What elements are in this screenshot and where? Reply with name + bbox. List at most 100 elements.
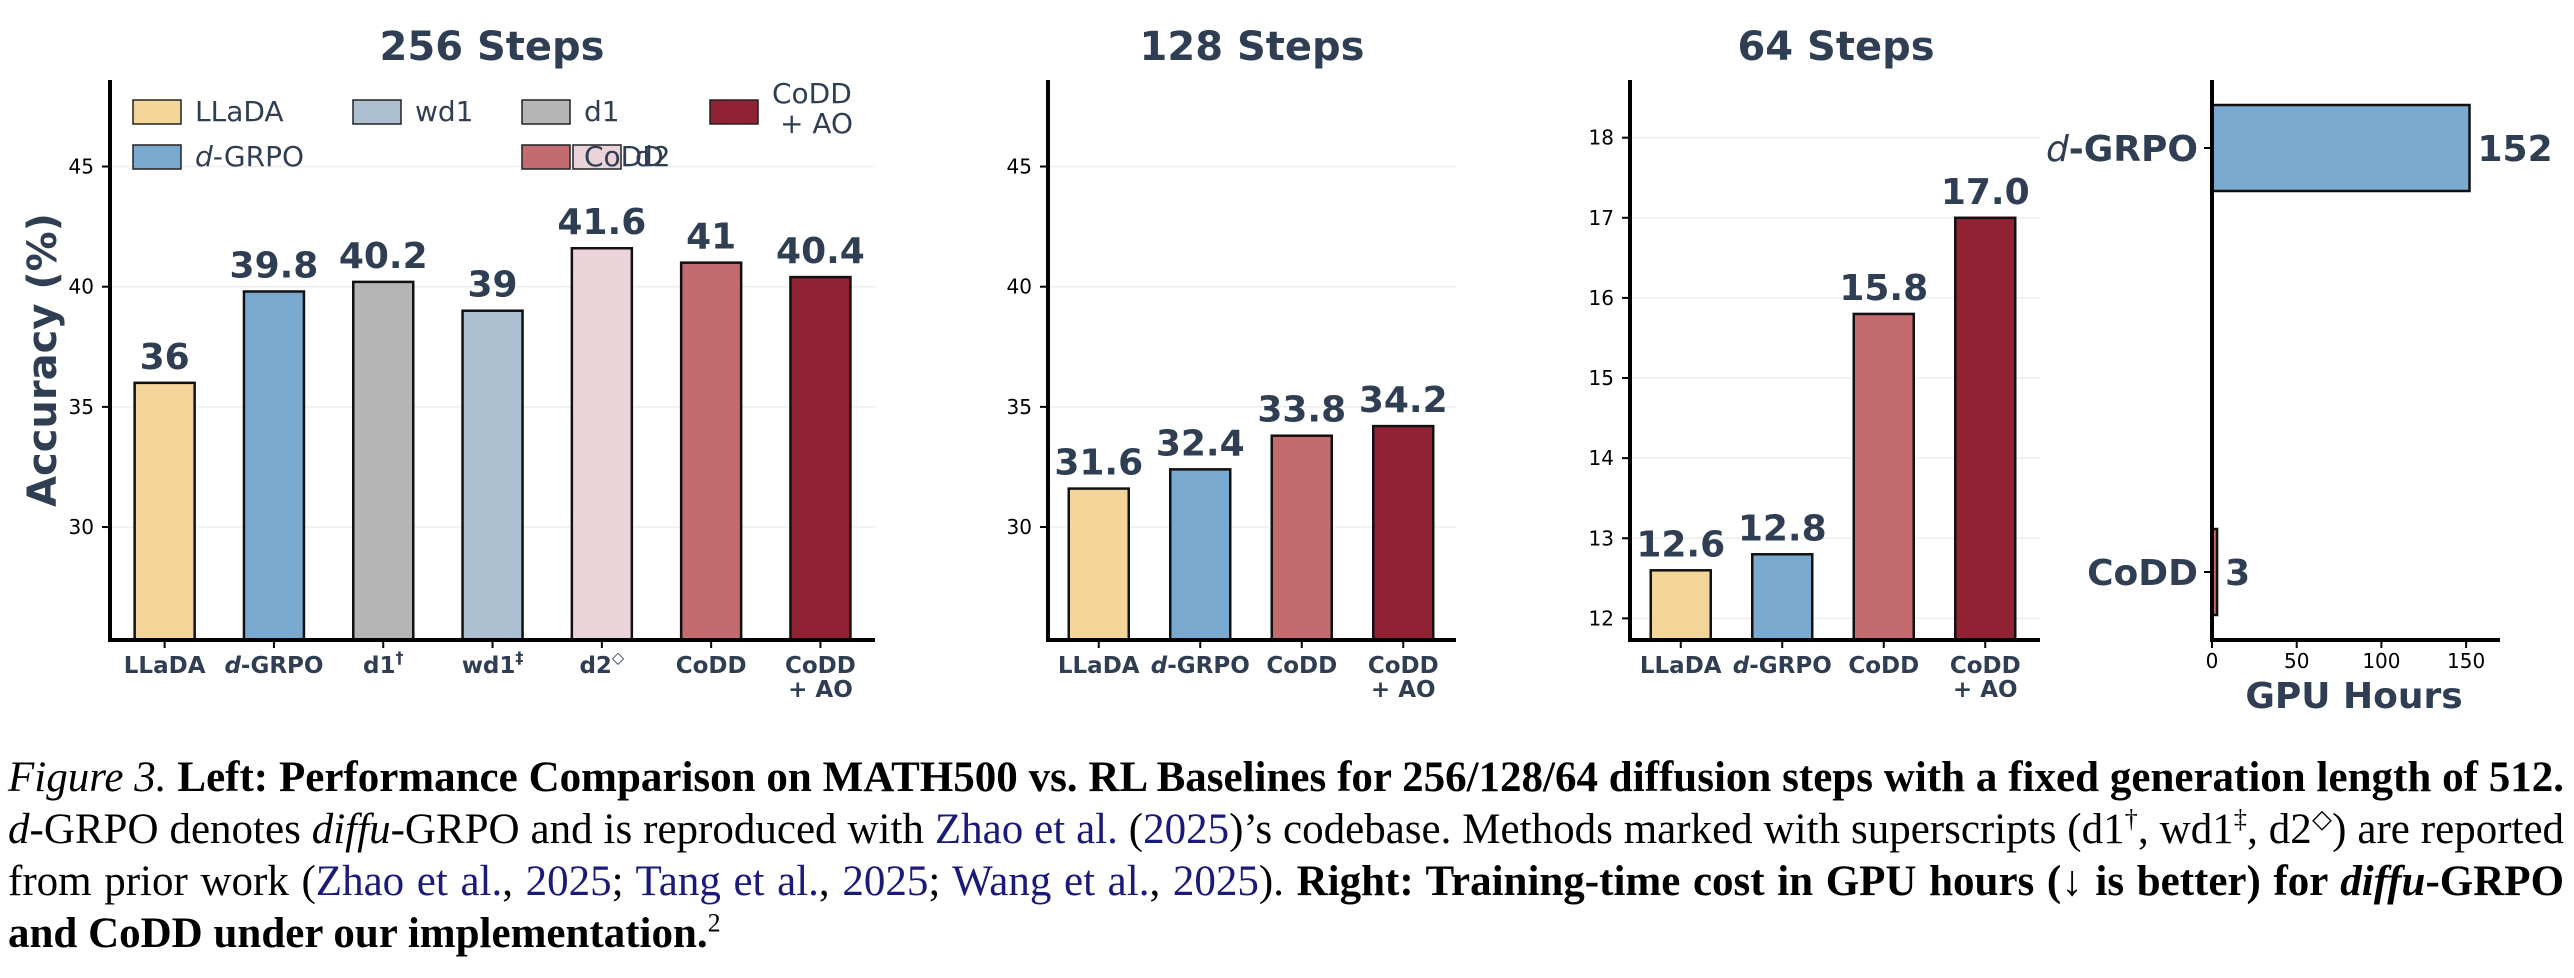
bar bbox=[1067, 487, 1130, 642]
x-tick-label: d1† bbox=[363, 648, 403, 679]
double-dagger-mark: ‡ bbox=[2233, 804, 2248, 834]
bar bbox=[789, 275, 852, 642]
bar bbox=[1649, 569, 1712, 642]
caption-text: , d2 bbox=[2247, 806, 2312, 853]
data-label: 40.4 bbox=[776, 231, 865, 272]
caption-text: -GRPO denotes bbox=[29, 806, 312, 853]
bar bbox=[1751, 553, 1814, 642]
legend-label: d-GRPO bbox=[195, 140, 304, 173]
legend-label: d1 bbox=[584, 95, 620, 128]
diamond-mark: ◇ bbox=[2311, 804, 2333, 834]
citation-year-link[interactable]: 2025 bbox=[1143, 806, 1230, 853]
legend-swatch bbox=[709, 99, 759, 125]
caption-right-heading: Right: Training-time cost in GPU hours (… bbox=[8, 858, 2564, 957]
legend-swatch bbox=[521, 144, 571, 170]
data-label: 36 bbox=[140, 337, 190, 378]
bar bbox=[2210, 103, 2471, 193]
data-label: 32.4 bbox=[1156, 423, 1245, 464]
y-tick-label: 30 bbox=[69, 515, 94, 539]
y-tick-label: 30 bbox=[1007, 515, 1032, 539]
caption-text: -GRPO and is reproduced with bbox=[390, 806, 935, 853]
x-tick-label: CoDD + AO bbox=[1950, 653, 2021, 703]
y-tick-label: 12 bbox=[1589, 606, 1614, 630]
caption-right-text: Right: Training-time cost in GPU hours (… bbox=[1283, 858, 2341, 905]
footnote-mark: 2 bbox=[707, 908, 721, 938]
chart-title: 128 Steps bbox=[1140, 24, 1365, 70]
bar bbox=[1954, 216, 2017, 642]
x-tick-label: d-GRPO bbox=[224, 653, 323, 679]
x-tick-label: 100 bbox=[2362, 649, 2400, 673]
y-tick-label: 16 bbox=[1589, 286, 1614, 310]
citation-link[interactable]: Zhao et al. bbox=[315, 858, 503, 905]
chart-64-steps: 64 Steps 12.6 12.8 15.8 17.0 12 13 14 15 16 17 18 L… bbox=[1589, 24, 2040, 703]
data-label: 41 bbox=[686, 217, 736, 258]
y-tick-label: 45 bbox=[69, 155, 94, 179]
caption-left-heading: Left: Performance Comparison on MATH500 … bbox=[166, 754, 2565, 801]
bar bbox=[133, 381, 196, 642]
data-label: 15.8 bbox=[1839, 268, 1928, 309]
caption-diffu: diffu bbox=[311, 806, 391, 853]
x-axis-label: GPU Hours bbox=[2245, 676, 2462, 717]
legend-swatch bbox=[352, 99, 402, 125]
chart-256-steps: 256 Steps Accuracy (%) 36 39.8 40.2 39 41.6 4… bbox=[20, 24, 875, 703]
dagger-mark: † bbox=[2124, 804, 2138, 834]
data-label: 152 bbox=[2478, 129, 2553, 170]
bar bbox=[679, 261, 743, 642]
x-tick-label: CoDD bbox=[676, 653, 747, 679]
x-tick-label: CoDD + AO bbox=[1368, 653, 1439, 703]
caption-text: , wd1 bbox=[2137, 806, 2234, 853]
legend-swatch bbox=[132, 99, 182, 125]
y-tick-label: 18 bbox=[1589, 126, 1614, 150]
figure-caption: Figure 3. Left: Performance Comparison o… bbox=[8, 754, 2565, 957]
bar bbox=[461, 309, 524, 642]
y-tick-label: 17 bbox=[1589, 206, 1614, 230]
x-tick-label: 0 bbox=[2206, 649, 2219, 673]
x-tick-label: LLaDA bbox=[124, 653, 206, 679]
caption-right-diffu: diffu bbox=[2340, 858, 2426, 905]
y-tick-label: 14 bbox=[1589, 446, 1614, 470]
data-label: 12.6 bbox=[1636, 524, 1725, 565]
caption-right-text: -GRPO and CoDD under our implementation. bbox=[8, 858, 2565, 957]
figure-label: Figure 3. bbox=[8, 754, 167, 801]
y-tick-label: d-GRPO bbox=[2046, 129, 2198, 170]
y-tick-label: 35 bbox=[69, 395, 94, 419]
x-tick-label: d2◇ bbox=[579, 648, 624, 679]
data-label: 31.6 bbox=[1054, 443, 1143, 484]
y-tick-label: 40 bbox=[69, 275, 94, 299]
data-label: 12.8 bbox=[1738, 508, 1827, 549]
y-tick-label: 45 bbox=[1007, 155, 1032, 179]
x-tick-label: CoDD + AO bbox=[785, 653, 856, 703]
citation-year-link[interactable]: 2025 bbox=[525, 858, 612, 905]
y-tick-label: 40 bbox=[1007, 275, 1032, 299]
data-label: 17.0 bbox=[1941, 172, 2030, 213]
data-label: 34.2 bbox=[1359, 380, 1448, 421]
caption-d: d bbox=[8, 806, 30, 853]
x-tick-label: 150 bbox=[2447, 649, 2485, 673]
x-tick-label: d-GRPO bbox=[1151, 653, 1250, 679]
legend-swatch bbox=[132, 144, 182, 170]
citation-link[interactable]: Tang et al. bbox=[635, 858, 819, 905]
bar bbox=[1852, 312, 1915, 642]
bar bbox=[570, 246, 634, 642]
bar bbox=[242, 290, 306, 642]
legend-swatch bbox=[572, 144, 622, 170]
x-tick-label: CoDD bbox=[1848, 653, 1919, 679]
citation-year-link[interactable]: 2025 bbox=[1172, 858, 1259, 905]
y-tick-label: 15 bbox=[1589, 366, 1614, 390]
citation-year-link[interactable]: 2025 bbox=[842, 858, 929, 905]
bar bbox=[1372, 424, 1435, 642]
legend: LLaDA d-GRPO wd1 d2 d1 CoDD CoDD + AO bbox=[132, 77, 853, 173]
x-tick-label: LLaDA bbox=[1058, 653, 1140, 679]
legend-label: CoDD + AO bbox=[772, 77, 853, 140]
citation-link[interactable]: Zhao et al. bbox=[934, 806, 1118, 853]
y-axis-label: Accuracy (%) bbox=[20, 213, 66, 507]
legend-label: CoDD bbox=[584, 140, 664, 173]
citation-link[interactable]: Wang et al. bbox=[952, 858, 1150, 905]
data-label: 39.8 bbox=[230, 246, 319, 287]
bar bbox=[1270, 434, 1333, 642]
legend-swatch bbox=[521, 99, 571, 125]
data-label: 3 bbox=[2225, 553, 2250, 594]
bar bbox=[1169, 468, 1232, 642]
data-label: 39 bbox=[467, 265, 517, 306]
x-tick-label: CoDD bbox=[1266, 653, 1337, 679]
